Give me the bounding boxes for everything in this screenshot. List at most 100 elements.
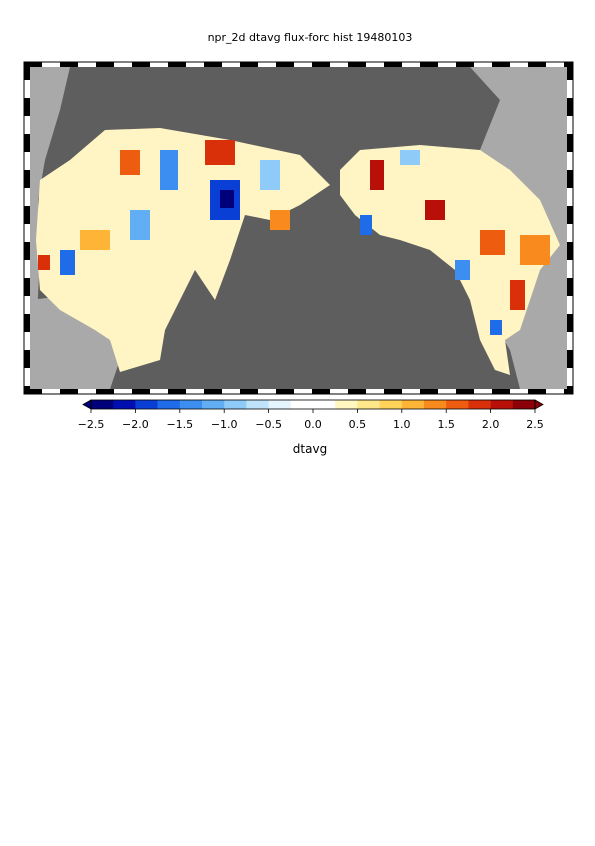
border-segment <box>294 62 312 67</box>
border-segment <box>420 389 438 394</box>
colorbar-segment <box>446 400 469 409</box>
border-segment <box>567 386 573 394</box>
border-segment <box>492 389 510 394</box>
border-segment <box>567 260 573 278</box>
cell <box>270 210 290 230</box>
border-segment <box>24 134 30 152</box>
border-segment <box>168 62 186 67</box>
cell <box>38 255 50 270</box>
colorbar-segment <box>313 400 336 409</box>
border-segment <box>546 62 564 67</box>
border-segment <box>276 62 294 67</box>
border-segment <box>42 62 60 67</box>
border-segment <box>438 62 456 67</box>
cell <box>455 260 470 280</box>
colorbar-segment <box>135 400 158 409</box>
border-segment <box>24 62 30 80</box>
border-segment <box>168 389 186 394</box>
border-segment <box>276 389 294 394</box>
border-segment <box>24 116 30 134</box>
colorbar-tick-label: 0.5 <box>349 418 367 431</box>
border-segment <box>384 389 402 394</box>
cell <box>205 140 235 165</box>
border-segment <box>402 62 420 67</box>
border-segment <box>42 389 60 394</box>
border-segment <box>114 389 132 394</box>
border-segment <box>567 134 573 152</box>
border-segment <box>567 368 573 386</box>
border-segment <box>24 389 42 394</box>
border-segment <box>186 62 204 67</box>
border-segment <box>474 389 492 394</box>
border-segment <box>24 152 30 170</box>
border-segment <box>114 62 132 67</box>
colorbar-segment <box>246 400 269 409</box>
border-segment <box>24 314 30 332</box>
border-segment <box>567 188 573 206</box>
colorbar-segment <box>268 400 292 409</box>
border-segment <box>24 188 30 206</box>
cell <box>425 200 445 220</box>
colorbar-segment <box>335 400 358 409</box>
border-segment <box>456 62 474 67</box>
border-segment <box>330 62 348 67</box>
colorbar-segment <box>512 400 536 409</box>
border-segment <box>24 98 30 116</box>
border-outline <box>23 61 574 395</box>
border-segment <box>240 389 258 394</box>
cell <box>120 150 140 175</box>
border-segment <box>96 389 114 394</box>
border-segment <box>24 260 30 278</box>
border-segment <box>510 389 528 394</box>
colorbar-segment <box>113 400 136 409</box>
border-segment <box>78 389 96 394</box>
border-segment <box>24 368 30 386</box>
border-segment <box>366 389 384 394</box>
map <box>23 61 574 395</box>
border-segment <box>150 389 168 394</box>
border-segment <box>420 62 438 67</box>
colorbar-tick-label: −0.5 <box>255 418 282 431</box>
border-segment <box>222 389 240 394</box>
colorbar-tick-label: −2.5 <box>78 418 105 431</box>
border-segment <box>510 62 528 67</box>
colorbar-segment <box>157 400 181 409</box>
border-segment <box>24 206 30 224</box>
border-segment <box>402 389 420 394</box>
border-segment <box>492 62 510 67</box>
border-segment <box>60 389 78 394</box>
border-segment <box>24 350 30 368</box>
border-segment <box>384 62 402 67</box>
border-segment <box>567 242 573 260</box>
cell <box>400 150 420 165</box>
colorbar-segment <box>424 400 447 409</box>
colorbar-segment <box>179 400 203 409</box>
border-segment <box>150 62 168 67</box>
border-segment <box>456 389 474 394</box>
border-segment <box>567 350 573 368</box>
border-segment <box>567 98 573 116</box>
land-asia <box>30 67 70 340</box>
cell <box>130 210 150 240</box>
cell <box>160 150 178 190</box>
colorbar-segment <box>91 400 114 409</box>
border-segment <box>567 152 573 170</box>
colorbar-segment <box>202 400 225 409</box>
border-segment <box>567 296 573 314</box>
colorbar-tick-label: −2.0 <box>122 418 149 431</box>
cell <box>520 235 550 265</box>
border-segment <box>294 389 312 394</box>
border-segment <box>132 389 150 394</box>
border-segment <box>24 386 30 394</box>
border-segment <box>258 389 276 394</box>
border-segment <box>567 224 573 242</box>
border-segment <box>567 170 573 188</box>
border-segment <box>24 170 30 188</box>
border-segment <box>546 389 564 394</box>
border-segment <box>24 62 42 67</box>
border-segment <box>567 206 573 224</box>
colorbar-segment <box>357 400 380 409</box>
cell <box>260 160 280 190</box>
border-segment <box>24 296 30 314</box>
border-segment <box>24 278 30 296</box>
